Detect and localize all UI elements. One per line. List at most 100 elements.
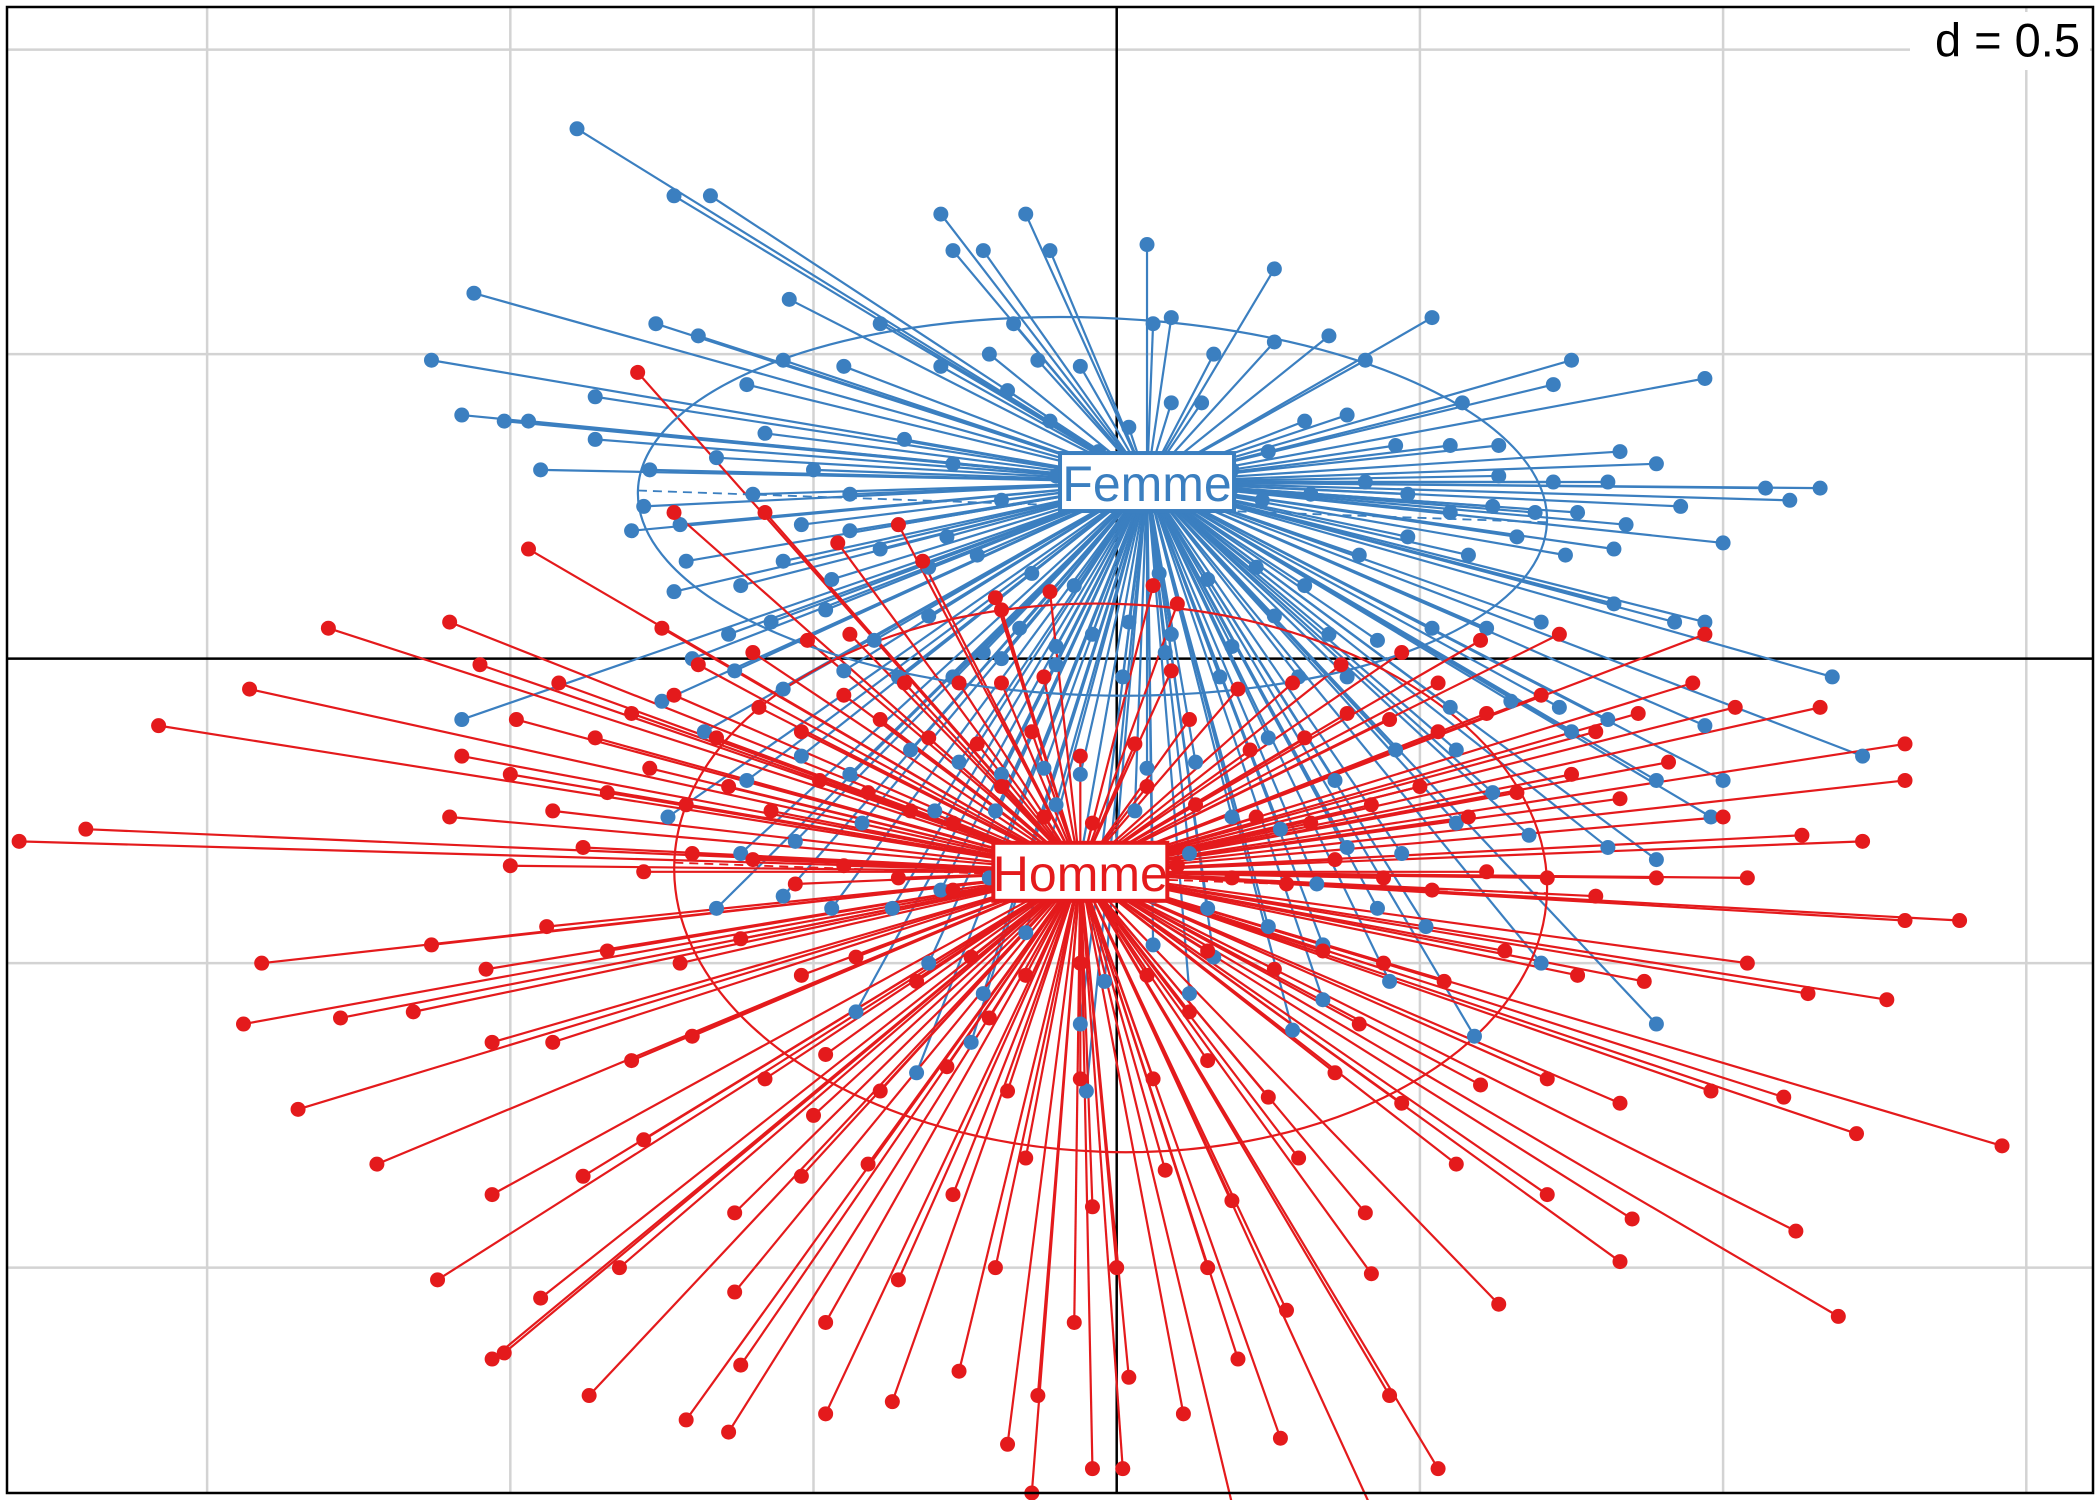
femme-point [733, 578, 749, 594]
femme-point [993, 651, 1009, 667]
homme-point [1285, 675, 1301, 691]
homme-point [1181, 1004, 1197, 1020]
homme-ray [1080, 870, 1887, 1001]
femme-point [1782, 492, 1798, 508]
femme-ray [800, 481, 1148, 757]
homme-point [733, 931, 749, 947]
homme-point [521, 541, 536, 557]
homme-point [1727, 699, 1743, 715]
homme-point [1163, 663, 1179, 679]
femme-point [1351, 547, 1367, 563]
homme-point [793, 967, 809, 983]
femme-point [721, 626, 737, 642]
homme-ray [1080, 779, 1906, 873]
femme-point [1667, 614, 1683, 630]
homme-point [1539, 1187, 1555, 1203]
femme-point [1606, 596, 1622, 612]
femme-point [702, 188, 718, 204]
homme-point [1139, 779, 1155, 795]
homme-ray [1079, 871, 1209, 1062]
femme-point [1424, 620, 1440, 636]
femme-point [1442, 437, 1458, 453]
homme-ray [449, 815, 1081, 873]
homme-point [1830, 1308, 1846, 1324]
homme-point [1788, 1223, 1804, 1239]
femme-point [1758, 480, 1774, 496]
homme-ray [849, 633, 1082, 873]
femme-point [1442, 504, 1458, 520]
homme-ray [733, 871, 1082, 1293]
homme-ray [752, 651, 1081, 873]
homme-point [235, 1016, 251, 1032]
homme-point [1430, 1461, 1446, 1477]
homme-ray [824, 871, 1082, 1324]
femme-point [1388, 742, 1404, 758]
homme-point [1072, 748, 1088, 764]
homme-point [1697, 626, 1713, 642]
femme-point [775, 681, 791, 697]
homme-ray [491, 870, 1082, 1360]
femme-point [1321, 626, 1337, 642]
homme-point [599, 785, 615, 801]
homme-point [1612, 791, 1628, 807]
homme-point [1260, 1089, 1276, 1105]
femme-point [775, 553, 791, 569]
homme-point [896, 675, 912, 691]
femme-point [903, 742, 919, 758]
homme-point [1339, 705, 1355, 721]
femme-point [987, 803, 1003, 819]
homme-point [666, 687, 682, 703]
femme-point [1181, 846, 1197, 862]
homme-point [1448, 1156, 1464, 1172]
femme-ray [595, 395, 1148, 484]
homme-point [405, 1004, 421, 1020]
femme-point [1715, 535, 1731, 551]
homme-point [945, 1187, 961, 1203]
homme-point [1394, 1095, 1410, 1111]
femme-point [1715, 772, 1731, 788]
femme-point [1485, 785, 1501, 801]
femme-ray [1146, 480, 1724, 545]
homme-point [993, 779, 1009, 795]
homme-point [1879, 992, 1895, 1008]
femme-point [1648, 852, 1664, 868]
homme-point [151, 718, 167, 734]
homme-point [903, 803, 919, 819]
homme-ray [1000, 682, 1082, 873]
homme-point [423, 937, 439, 953]
femme-point [1200, 571, 1216, 587]
femme-point [1855, 748, 1871, 764]
femme-ray [1146, 481, 1706, 727]
homme-point [1327, 1065, 1343, 1081]
homme-point [1376, 955, 1392, 971]
homme-point [1497, 943, 1513, 959]
femme-point [993, 492, 1009, 508]
homme-point [708, 730, 724, 746]
homme-point [1564, 766, 1579, 782]
homme-ray [491, 870, 1081, 1196]
homme-point [848, 949, 864, 965]
homme-ray [376, 870, 1081, 1166]
femme-ray [1146, 481, 1609, 849]
homme-point [1509, 785, 1525, 801]
homme-point [884, 1394, 900, 1410]
homme-ray [824, 871, 1082, 1415]
femme-point [1564, 724, 1579, 740]
femme-point [1485, 498, 1501, 514]
homme-ray [1048, 591, 1082, 872]
femme-point [1072, 358, 1088, 374]
homme-point [545, 1034, 561, 1050]
homme-point [624, 705, 640, 721]
femme-point [1509, 529, 1525, 545]
homme-point [1351, 1016, 1367, 1032]
homme-point [1588, 888, 1604, 904]
homme-ray [1079, 871, 1369, 1500]
homme-point [636, 1132, 652, 1148]
homme-point [1084, 815, 1100, 831]
femme-point [708, 900, 724, 916]
femme-ray [1146, 268, 1276, 483]
homme-point [1139, 967, 1155, 983]
homme-point [442, 809, 458, 825]
homme-ray [1000, 609, 1082, 873]
femme-point [1163, 626, 1179, 642]
